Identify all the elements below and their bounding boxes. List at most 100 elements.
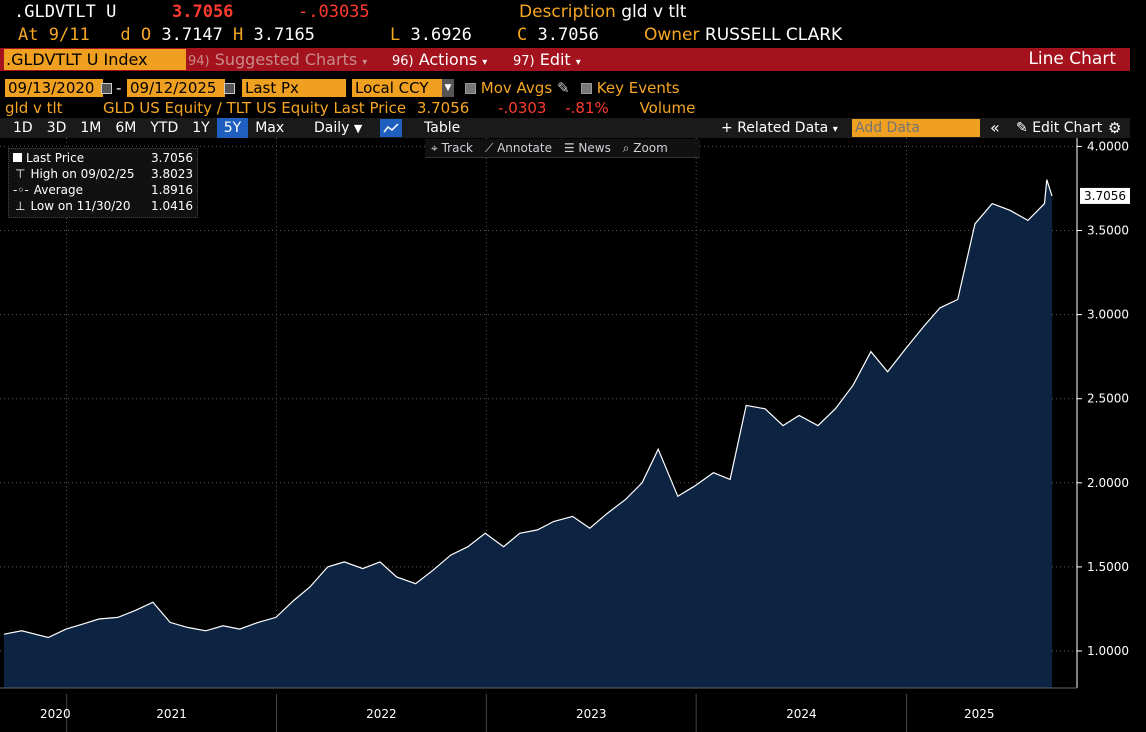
low-label: L [390, 25, 401, 45]
currency-select[interactable]: Local CCY [352, 79, 444, 97]
data-point [990, 202, 994, 206]
actions-number: 96) [392, 54, 414, 69]
actions-label: Actions [418, 50, 478, 69]
track-button[interactable]: Track [441, 141, 473, 155]
calendar-icon[interactable] [101, 83, 112, 94]
period-button-3d[interactable]: 3D [46, 120, 67, 136]
start-date-field[interactable]: 09/13/2020 [5, 79, 103, 97]
annotate-button[interactable]: Annotate [497, 141, 552, 155]
description-label: Description [519, 2, 616, 22]
close-label: C [517, 25, 528, 45]
description-value: gld v tlt [621, 2, 687, 22]
average-value: 1.8916 [151, 183, 193, 197]
price-field-select[interactable]: Last Px [242, 79, 346, 97]
period-button-1m[interactable]: 1M [80, 120, 102, 136]
data-point [395, 575, 399, 579]
pencil-icon: ✎ [1016, 120, 1028, 136]
series-pct-change: -.81% [565, 99, 609, 117]
security-field[interactable]: .GLDVTLT U Index [4, 49, 186, 70]
net-change: -.03035 [298, 2, 370, 22]
data-point [151, 600, 155, 604]
chart-type-label: Line Chart [1028, 49, 1116, 69]
edit-menu[interactable]: 97) Edit ▾ [513, 49, 581, 70]
mov-avgs-label: Mov Avgs [480, 79, 553, 97]
calendar-icon[interactable] [224, 83, 235, 94]
data-point [851, 383, 855, 387]
y-tick-label: 1.0000 [1087, 644, 1129, 658]
suggested-label: Suggested Charts [214, 50, 358, 69]
crosshair-icon[interactable]: ⌖ [431, 141, 438, 155]
data-point [97, 617, 101, 621]
data-point [326, 565, 330, 569]
data-point [1008, 208, 1012, 212]
last-price-tag: 3.7056 [1084, 189, 1126, 203]
table-button[interactable]: Table [424, 120, 461, 136]
y-tick-label: 2.0000 [1087, 476, 1129, 490]
dropdown-arrow-icon: ▾ [832, 124, 838, 135]
edit-chart-button[interactable]: ✎ Edit Chart [1010, 118, 1108, 138]
last-price-marker: 3.7056 [1080, 187, 1130, 204]
legend-swatch [13, 153, 22, 162]
edit-label: Edit [539, 50, 571, 69]
close-value: 3.7056 [537, 25, 599, 45]
chevron-down-icon[interactable]: ▼ [442, 79, 454, 97]
annotate-icon[interactable]: ⟋ [484, 141, 494, 155]
y-tick-label: 1.5000 [1087, 560, 1129, 574]
data-point [81, 622, 85, 626]
pencil-icon[interactable]: ✎ [556, 79, 570, 97]
data-point [483, 531, 487, 535]
end-date-field[interactable]: 09/12/2025 [127, 79, 225, 97]
data-point [744, 403, 748, 407]
line-chart-icon[interactable] [380, 119, 402, 137]
gear-icon[interactable]: ⚙ [1108, 119, 1122, 137]
chart-tools: ⌖ Track ⟋ Annotate ☰ News ⌕ Zoom [425, 139, 700, 158]
ticker[interactable]: .GLDVTLT U [14, 2, 117, 22]
data-point [711, 471, 715, 475]
x-axis-ticks: 2020 2021 2022 2023 2024 2025 [40, 694, 995, 732]
data-point [2, 632, 6, 636]
data-point [797, 414, 801, 418]
price-chart[interactable]: 1.0000 1.5000 2.0000 2.5000 3.0000 3.5000 4.00… [0, 138, 1146, 732]
period-button-1y[interactable]: 1Y [192, 120, 210, 136]
data-point [342, 560, 346, 564]
data-point [414, 582, 418, 586]
volume-label: Volume [639, 99, 696, 117]
data-point [571, 514, 575, 518]
add-data-input[interactable] [852, 119, 980, 137]
related-data-menu[interactable]: + Related Data ▾ [715, 118, 844, 138]
key-events-toggle[interactable]: Key Events [581, 79, 680, 97]
mov-avgs-toggle[interactable]: Mov Avgs ✎ [465, 79, 570, 97]
data-point [781, 424, 785, 428]
x-tick-label: 2023 [576, 707, 607, 721]
dropdown-arrow-icon: ▾ [482, 57, 488, 68]
zoom-icon[interactable]: ⌕ [622, 141, 630, 155]
data-point [640, 481, 644, 485]
key-events-label: Key Events [596, 79, 680, 97]
data-point [308, 585, 312, 589]
price-line [3, 179, 1053, 639]
period-button-ytd[interactable]: YTD [150, 120, 179, 136]
frequency-select[interactable]: Daily ▼ [308, 118, 368, 138]
y-tick-label: 2.5000 [1087, 392, 1129, 406]
period-button-max[interactable]: Max [255, 120, 285, 136]
checkbox-icon[interactable] [581, 83, 592, 94]
at-label: At [18, 25, 39, 45]
data-point [676, 494, 680, 498]
dropdown-arrow-icon: ▾ [362, 57, 368, 68]
stats-legend: Last Price 3.7056 ⊤ High on 09/02/25 3.80… [8, 148, 198, 218]
data-point [728, 477, 732, 481]
collapse-icon[interactable]: « [990, 118, 1000, 137]
news-icon[interactable]: ☰ [563, 141, 575, 155]
suggested-charts-menu[interactable]: 94) Suggested Charts ▾ [188, 49, 367, 70]
zoom-button[interactable]: Zoom [633, 141, 668, 155]
period-button-5y[interactable]: 5Y [216, 118, 249, 138]
data-point [292, 599, 296, 603]
period-button-1d[interactable]: 1D [13, 120, 33, 136]
news-button[interactable]: News [578, 141, 611, 155]
x-tick-label: 2020 [40, 707, 71, 721]
data-point [378, 560, 382, 564]
checkbox-icon[interactable] [465, 83, 476, 94]
y-tick-label: 3.5000 [1087, 224, 1129, 238]
period-button-6m[interactable]: 6M [115, 120, 137, 136]
actions-menu[interactable]: 96) Actions ▾ [392, 49, 487, 70]
